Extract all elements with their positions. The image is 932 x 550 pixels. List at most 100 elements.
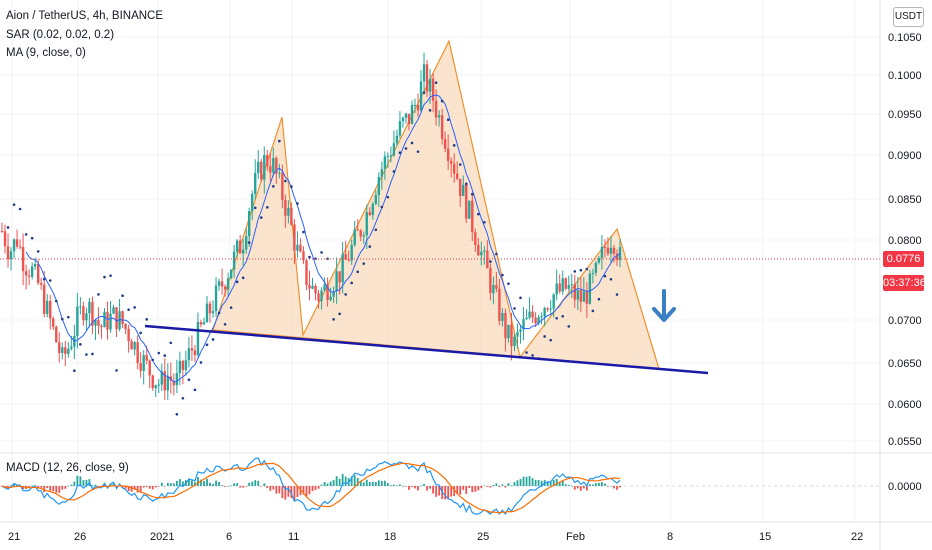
sar-dot <box>332 318 335 321</box>
candle-body <box>148 360 151 376</box>
symbol-title[interactable]: Aion / TetherUS, 4h, BINANCE <box>6 10 164 22</box>
price-axis[interactable]: 0.1050 0.1000 0.0950 0.0900 0.0850 0.080… <box>888 32 922 493</box>
sar-dot <box>410 141 414 145</box>
candle-body <box>585 291 589 304</box>
macd-histogram-bar <box>46 486 49 489</box>
macd-histogram-bar <box>142 486 145 488</box>
sar-dot <box>181 396 185 400</box>
macd-histogram-bar <box>411 486 413 488</box>
candle-body <box>199 322 203 325</box>
macd-histogram-bar <box>200 479 202 486</box>
candle-body <box>356 229 359 231</box>
candle-body <box>15 239 19 247</box>
candle-body <box>115 307 118 330</box>
sar-dot <box>6 226 10 229</box>
sar-dot <box>386 195 390 199</box>
sar-dot <box>489 260 492 263</box>
time-tick: 8 <box>667 531 673 543</box>
ma-legend[interactable]: MA (9, close, 0) <box>6 47 86 59</box>
macd-histogram-bar <box>492 484 495 486</box>
macd-histogram-bar <box>7 486 9 488</box>
macd-histogram-bar <box>377 480 380 486</box>
macd-histogram-bar <box>112 483 115 486</box>
macd-histogram-bar <box>507 483 510 486</box>
macd-histogram-bar <box>537 479 540 486</box>
macd-histogram-bar <box>405 486 407 487</box>
candle-body <box>428 78 432 92</box>
macd-histogram-bar <box>519 479 522 486</box>
sar-dot <box>187 378 191 382</box>
candle-body <box>76 306 79 336</box>
macd-legend[interactable]: MACD (12, 26, close, 9) <box>6 462 129 474</box>
candle-body <box>12 239 16 252</box>
sar-dot <box>235 280 239 284</box>
sar-dot <box>103 275 106 279</box>
candle-body <box>567 285 570 289</box>
sar-dot <box>259 216 263 219</box>
sar-dot <box>115 369 118 372</box>
currency-unit-button[interactable]: USDT <box>893 7 924 27</box>
candle-body <box>127 329 130 342</box>
candle-body <box>3 231 7 247</box>
macd-histogram-bar <box>504 486 507 488</box>
macd-histogram-bar <box>495 483 498 486</box>
macd-histogram-bar <box>613 486 615 489</box>
down-arrow-icon[interactable] <box>652 289 676 322</box>
candle-body <box>449 160 453 164</box>
candle-body <box>600 247 604 258</box>
candle-body <box>338 271 341 283</box>
macd-histogram-bar <box>607 486 609 487</box>
candle-body <box>232 251 236 270</box>
sar-dot <box>199 361 203 364</box>
macd-histogram-bar <box>561 480 564 486</box>
candle-body <box>139 363 142 371</box>
candle-body <box>537 317 540 324</box>
candle-body <box>549 308 552 310</box>
candle-body <box>401 117 405 122</box>
macd-histogram-bar <box>133 486 136 490</box>
sar-dot <box>531 354 534 357</box>
candle-body <box>97 319 100 326</box>
macd-histogram-bar <box>245 486 248 487</box>
macd-histogram-bar <box>281 486 284 499</box>
candle-body <box>100 325 103 328</box>
macd-histogram-bar <box>266 486 269 488</box>
macd-histogram-bar <box>203 480 205 486</box>
macd-histogram-bar <box>338 478 341 486</box>
candle-body <box>395 135 399 144</box>
head-and-shoulders-pattern[interactable] <box>212 39 660 370</box>
macd-histogram-bar <box>151 486 154 490</box>
macd-histogram-bar <box>444 486 447 500</box>
candle-body <box>275 158 278 174</box>
sar-dot <box>555 316 558 320</box>
sar-legend[interactable]: SAR (0.02, 0.02, 0.2) <box>6 29 115 41</box>
sar-dot <box>97 293 100 296</box>
price-tick: 0.0700 <box>888 315 922 327</box>
macd-histogram-bar <box>290 486 293 499</box>
sar-dot <box>73 369 76 373</box>
candle-body <box>615 253 619 260</box>
macd-histogram-bar <box>489 486 492 488</box>
sar-dot <box>567 325 571 328</box>
price-tick: 0.0650 <box>888 358 922 370</box>
candle-body <box>579 290 583 302</box>
time-axis[interactable]: 21 26 2021 6 11 18 25 Feb 8 15 22 <box>8 531 863 543</box>
candle-body <box>175 373 179 386</box>
price-tick: 0.1000 <box>888 70 922 82</box>
macd-histogram-bar <box>172 483 175 486</box>
neckline-trendline[interactable] <box>144 324 709 375</box>
macd-histogram-bar <box>429 486 431 489</box>
candle-body <box>88 301 91 314</box>
macd-histogram-bar <box>459 486 462 495</box>
candle-body <box>181 360 185 370</box>
candle-body <box>49 300 52 319</box>
macd-histogram-bar <box>130 486 133 492</box>
candle-body <box>471 200 474 233</box>
candle-body <box>33 264 37 267</box>
sar-dot <box>501 273 504 277</box>
sar-dot <box>338 312 341 316</box>
macd-histogram-bar <box>549 481 552 486</box>
candle-body <box>341 254 344 283</box>
candle-body <box>64 347 67 354</box>
